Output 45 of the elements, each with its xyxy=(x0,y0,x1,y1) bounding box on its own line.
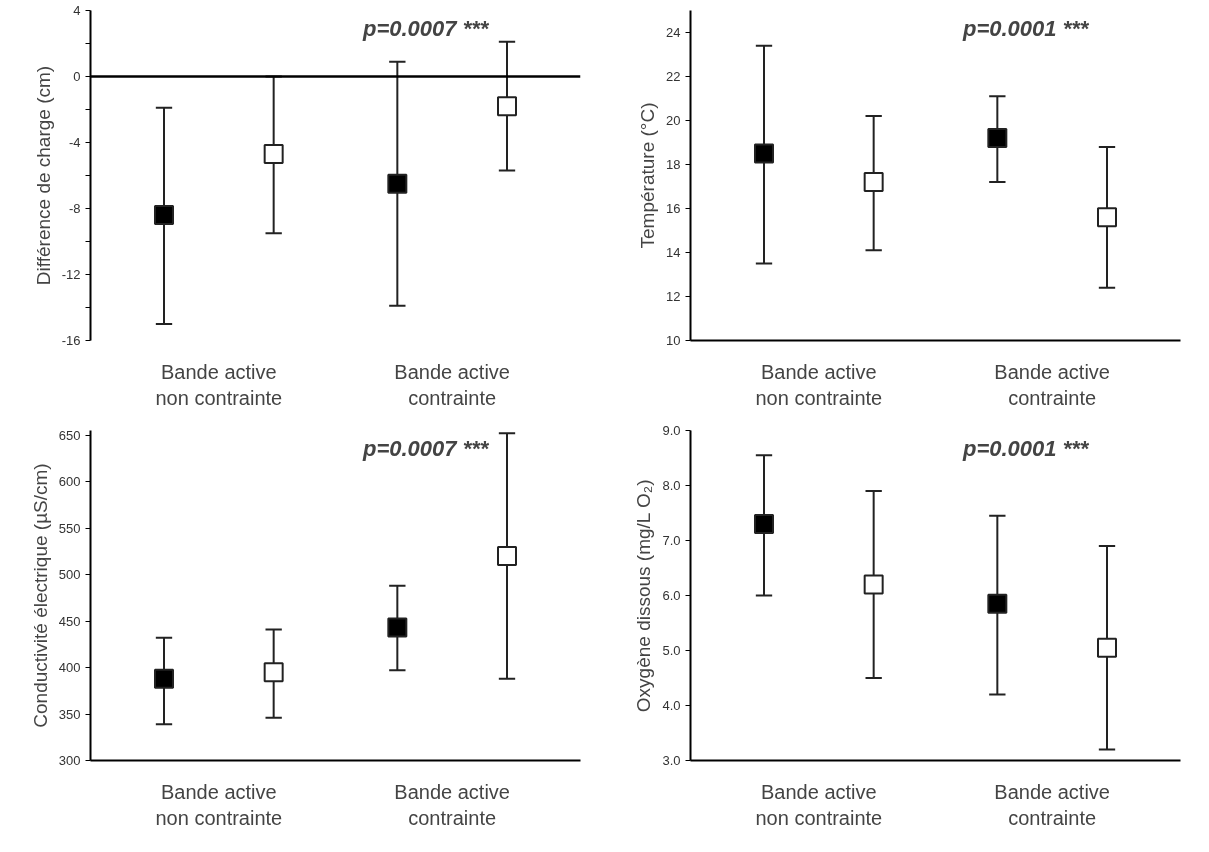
y-tick-label: -16 xyxy=(61,333,81,348)
y-tick-label: 300 xyxy=(58,753,81,768)
y-tick-label: 22 xyxy=(666,69,681,84)
y-tick-label: 450 xyxy=(58,613,81,629)
y-tick-label: 5.0 xyxy=(662,643,681,658)
y-tick-label: 8.0 xyxy=(662,478,681,493)
y-tick-label: 12 xyxy=(666,289,681,304)
y-axis-title: Oxygène dissous (mg/L O₂) xyxy=(633,479,655,713)
x-tick-label: Bande active non contrainte xyxy=(155,780,283,829)
y-tick-label: -4 xyxy=(68,135,81,150)
x-tick-label: Bande active non contrainte xyxy=(755,780,883,829)
x-tick-label: Bande active non contrainte xyxy=(155,360,283,409)
y-axis-title: Différence de charge (cm) xyxy=(32,65,54,286)
y-axis-title: Température (°C) xyxy=(637,102,659,249)
y-tick-label: 7.0 xyxy=(662,533,681,548)
y-tick-label: 0 xyxy=(73,69,81,84)
y-tick-label: 500 xyxy=(58,567,81,583)
y-tick-label: 4 xyxy=(73,3,81,18)
y-tick-label: 16 xyxy=(666,201,681,216)
y-tick-label: 20 xyxy=(666,113,681,128)
x-tick-label: Bande active non contrainte xyxy=(755,360,883,409)
annotation: p=0.0001 *** xyxy=(961,435,1090,461)
x-tick-label: Bande active contrainte xyxy=(994,360,1110,409)
y-tick-label: 9.0 xyxy=(662,423,681,438)
annotation: p=0.0007 *** xyxy=(361,15,490,41)
y-tick-label: 400 xyxy=(58,660,81,676)
y-tick-label: -12 xyxy=(61,267,81,282)
y-tick-label: 600 xyxy=(58,474,81,490)
y-tick-label: 550 xyxy=(58,520,81,536)
x-tick-label: Bande active contrainte xyxy=(394,780,510,829)
y-tick-label: 10 xyxy=(666,333,681,348)
y-axis-title: Conductivité électrique (µS/cm) xyxy=(29,463,51,728)
y-tick-label: -8 xyxy=(68,201,81,216)
y-tick-label: 24 xyxy=(666,25,681,40)
y-tick-label: 14 xyxy=(666,245,681,260)
y-tick-label: 6.0 xyxy=(662,588,681,603)
x-tick-label: Bande active contrainte xyxy=(994,780,1110,829)
annotation: p=0.0007 *** xyxy=(361,435,490,461)
y-tick-label: 3.0 xyxy=(662,753,681,768)
y-tick-label: 18 xyxy=(666,157,681,172)
y-tick-label: 650 xyxy=(58,427,81,443)
annotation: p=0.0001 *** xyxy=(961,15,1090,41)
y-tick-label: 350 xyxy=(58,706,81,722)
y-tick-label: 4.0 xyxy=(662,698,681,713)
x-tick-label: Bande active contrainte xyxy=(394,360,510,409)
